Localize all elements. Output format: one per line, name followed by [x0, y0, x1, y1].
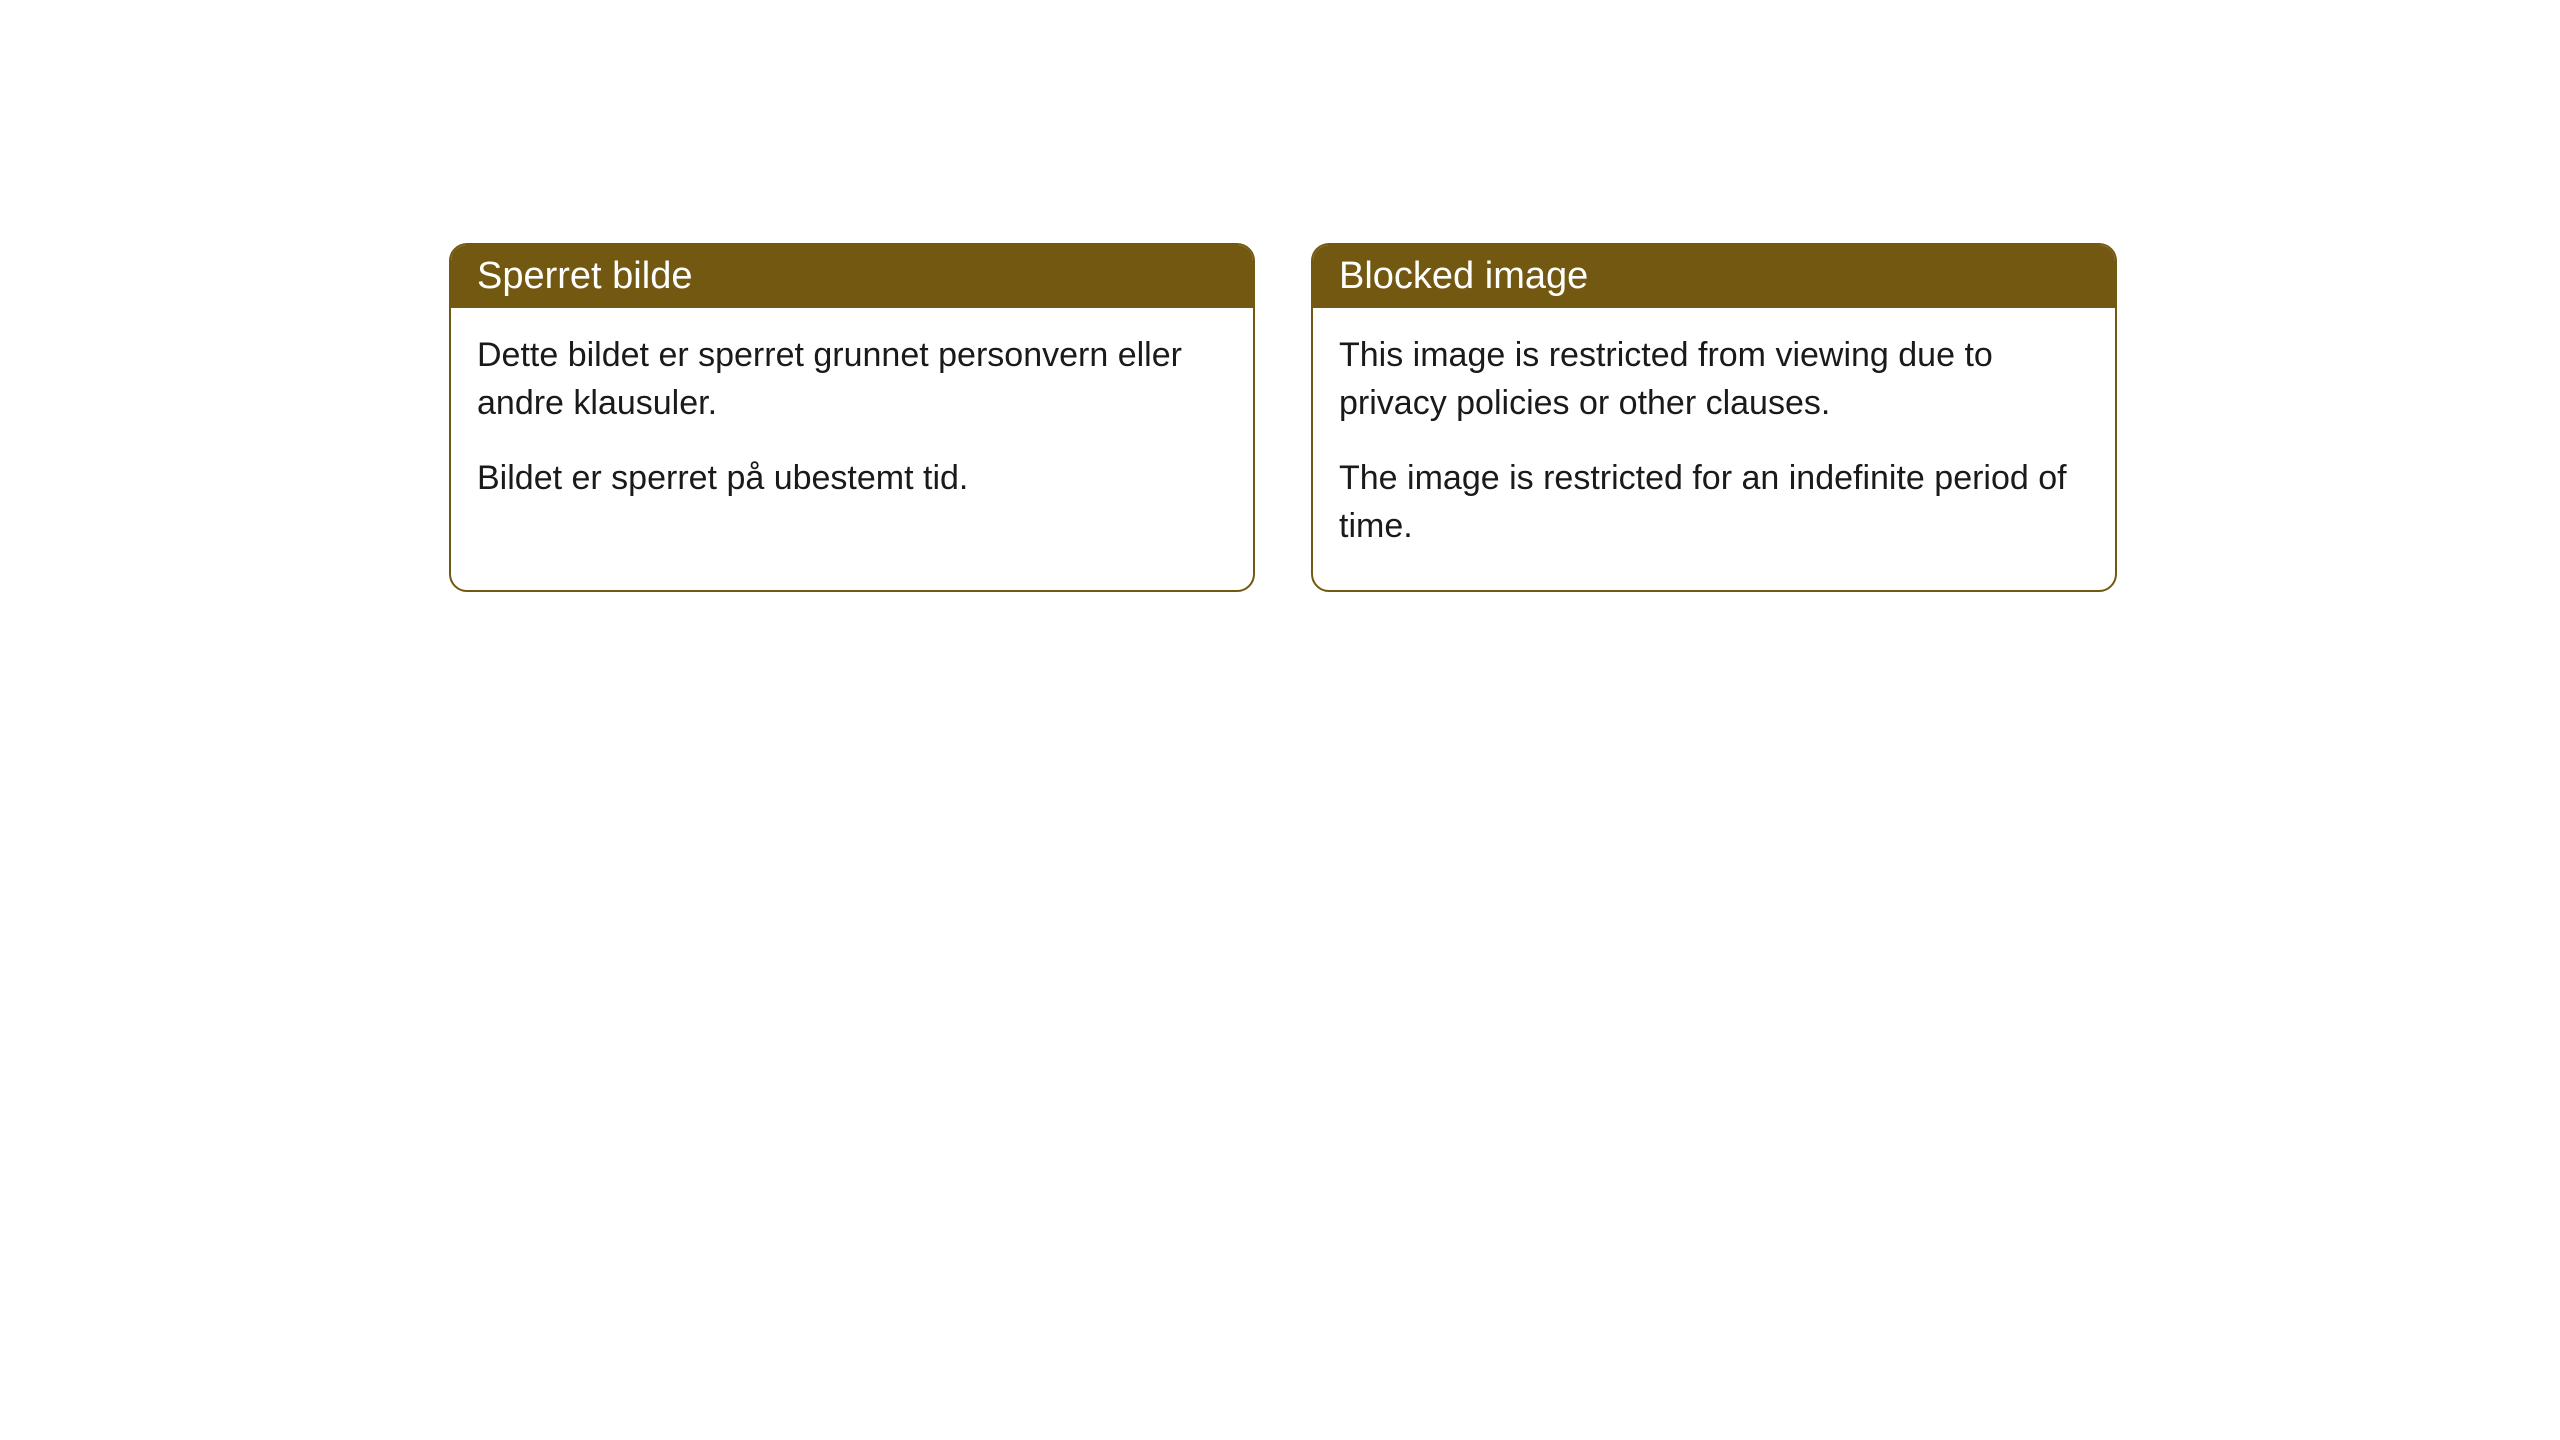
card-norwegian: Sperret bilde Dette bildet er sperret gr… — [449, 243, 1255, 592]
card-title: Blocked image — [1339, 255, 1588, 297]
card-english: Blocked image This image is restricted f… — [1311, 243, 2117, 592]
card-body-norwegian: Dette bildet er sperret grunnet personve… — [451, 308, 1253, 543]
card-header-norwegian: Sperret bilde — [451, 245, 1253, 308]
card-text-1: Dette bildet er sperret grunnet personve… — [477, 332, 1227, 427]
card-title: Sperret bilde — [477, 255, 692, 297]
card-text-2: Bildet er sperret på ubestemt tid. — [477, 455, 1227, 503]
card-body-english: This image is restricted from viewing du… — [1313, 308, 2115, 590]
cards-container: Sperret bilde Dette bildet er sperret gr… — [449, 243, 2117, 592]
card-header-english: Blocked image — [1313, 245, 2115, 308]
card-text-1: This image is restricted from viewing du… — [1339, 332, 2089, 427]
card-text-2: The image is restricted for an indefinit… — [1339, 455, 2089, 550]
